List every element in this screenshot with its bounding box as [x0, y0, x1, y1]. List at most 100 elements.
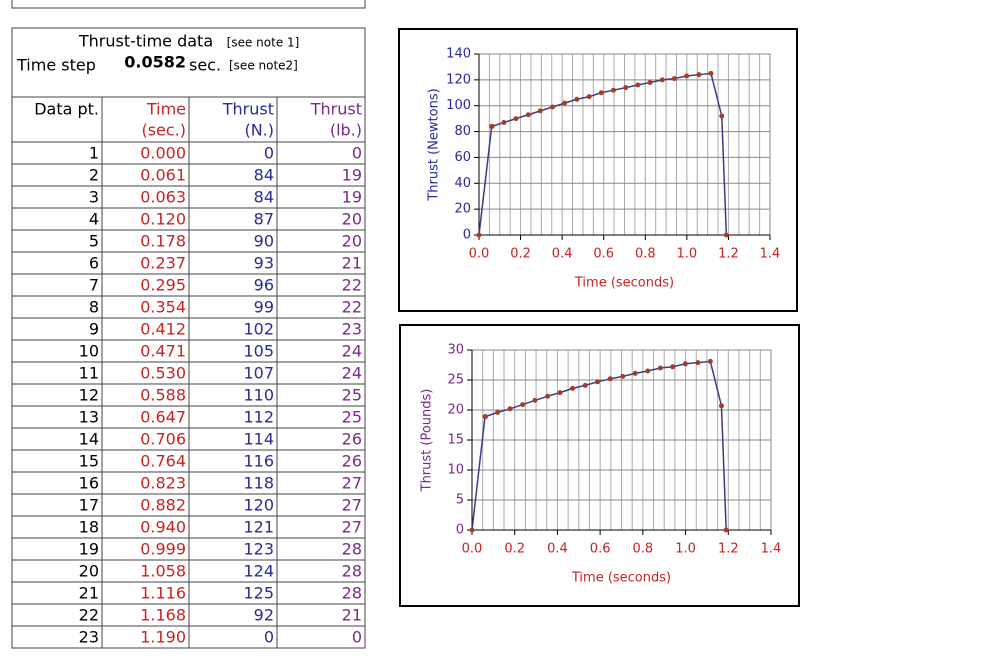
- x-tick-label: 1.4: [760, 247, 781, 262]
- y-tick-label: 30: [447, 343, 464, 358]
- data-point: [545, 393, 551, 399]
- cell: 28: [342, 540, 362, 559]
- column-header: Data pt.: [34, 100, 99, 119]
- data-point: [513, 116, 519, 122]
- y-tick-label: 140: [446, 47, 471, 62]
- cell: 0.063: [140, 188, 186, 207]
- cell: 4: [89, 210, 99, 229]
- data-point: [507, 406, 513, 412]
- cell: 3: [89, 188, 99, 207]
- cell: 124: [243, 562, 274, 581]
- data-point: [696, 72, 702, 78]
- cell: 26: [342, 430, 362, 449]
- column-header: Thrust: [222, 100, 274, 119]
- cell: 0.706: [140, 430, 186, 449]
- cell: 90: [254, 232, 274, 251]
- data-point: [645, 368, 651, 374]
- data-point: [482, 414, 488, 420]
- time-step-label: Time step: [16, 56, 96, 75]
- cell: 23: [342, 320, 362, 339]
- cell: 92: [254, 606, 274, 625]
- cell: 0.940: [140, 518, 186, 537]
- cell: 27: [342, 518, 362, 537]
- data-point: [469, 527, 475, 533]
- cell: 20: [342, 232, 362, 251]
- cell: 84: [254, 188, 274, 207]
- data-point: [707, 358, 713, 364]
- cell: 112: [243, 408, 274, 427]
- y-tick-label: 40: [454, 176, 471, 191]
- data-point: [684, 73, 690, 79]
- cell: 0.061: [140, 166, 186, 185]
- column-header: (N.): [244, 121, 274, 140]
- x-tick-label: 0.0: [469, 247, 490, 262]
- data-point: [595, 379, 601, 385]
- cut-off-cell: [11, 0, 366, 9]
- data-point: [632, 370, 638, 376]
- cell: 17: [79, 496, 99, 515]
- cell: 105: [243, 342, 274, 361]
- cell: 19: [342, 166, 362, 185]
- x-tick-label: 1.0: [675, 542, 696, 557]
- cell: 0.237: [140, 254, 186, 273]
- cell: 18: [79, 518, 99, 537]
- cell: 0: [264, 628, 274, 647]
- data-point: [501, 120, 507, 126]
- data-point: [557, 390, 563, 396]
- cell: 0: [352, 628, 362, 647]
- data-point: [723, 527, 729, 533]
- chart-frame: [398, 28, 798, 312]
- data-point: [550, 104, 556, 110]
- cell: 11: [79, 364, 99, 383]
- x-tick-label: 0.2: [510, 247, 531, 262]
- cell: 114: [243, 430, 274, 449]
- data-point: [489, 123, 495, 129]
- cell: 25: [342, 408, 362, 427]
- cell: 13: [79, 408, 99, 427]
- cell: 0.764: [140, 452, 186, 471]
- data-point: [647, 79, 653, 85]
- cell: 0.412: [140, 320, 186, 339]
- cell: 0.588: [140, 386, 186, 405]
- y-tick-label: 60: [454, 150, 471, 165]
- cell: 120: [243, 496, 274, 515]
- cell: 20: [342, 210, 362, 229]
- data-point: [520, 402, 526, 408]
- cell: 0.471: [140, 342, 186, 361]
- x-tick-label: 0.4: [547, 542, 568, 557]
- cell: 0.295: [140, 276, 186, 295]
- cell: 1.190: [140, 628, 186, 647]
- x-tick-label: 0.6: [593, 247, 614, 262]
- cell: 24: [342, 364, 362, 383]
- column-header: (lb.): [330, 121, 362, 140]
- y-tick-label: 120: [446, 72, 471, 87]
- y-tick-label: 15: [447, 433, 464, 448]
- cell: 9: [89, 320, 99, 339]
- x-tick-label: 0.6: [590, 542, 611, 557]
- cell: 22: [342, 298, 362, 317]
- cell: 0.882: [140, 496, 186, 515]
- cell: 19: [79, 540, 99, 559]
- y-tick-label: 25: [447, 373, 464, 388]
- cell: 0.999: [140, 540, 186, 559]
- time-step-note: [see note2]: [229, 59, 298, 73]
- x-tick-label: 0.4: [552, 247, 573, 262]
- cell: 16: [79, 474, 99, 493]
- cell: 19: [342, 188, 362, 207]
- x-tick-label: 1.0: [677, 247, 698, 262]
- data-point: [537, 108, 543, 114]
- cell: 110: [243, 386, 274, 405]
- cell: 99: [254, 298, 274, 317]
- data-point: [495, 409, 501, 415]
- y-tick-label: 20: [454, 202, 471, 217]
- data-point: [476, 232, 482, 238]
- title-note: [see note 1]: [227, 36, 300, 50]
- cell: 8: [89, 298, 99, 317]
- cell: 26: [342, 452, 362, 471]
- y-tick-label: 0: [456, 523, 464, 538]
- cell: 84: [254, 166, 274, 185]
- cell: 93: [254, 254, 274, 273]
- data-point: [574, 96, 580, 102]
- y-axis-label: Thrust (Pounds): [420, 389, 435, 493]
